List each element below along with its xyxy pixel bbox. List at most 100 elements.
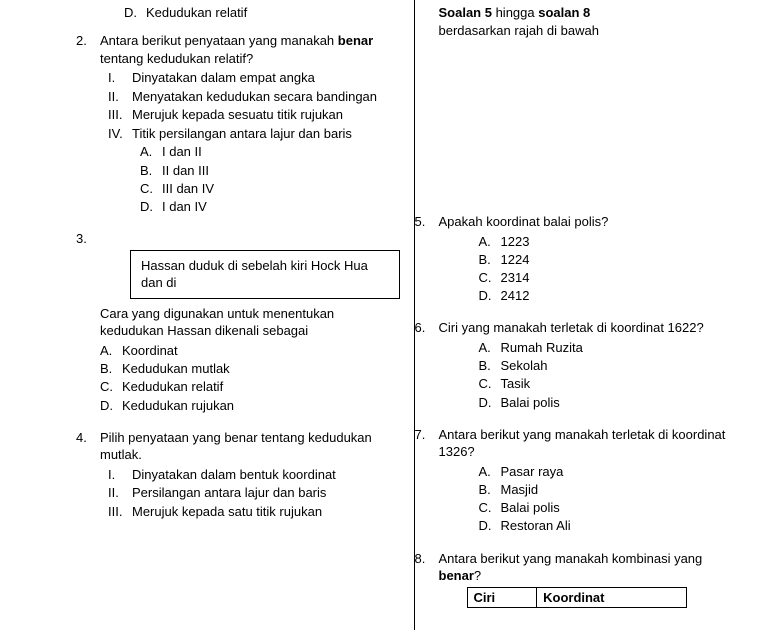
question-stem: 3. xyxy=(100,230,400,248)
option-text: Rumah Ruzita xyxy=(501,339,583,357)
question-stem: 6.Ciri yang manakah terletak di koordina… xyxy=(439,319,739,337)
option-text: Balai polis xyxy=(501,499,560,517)
option-list: A.1223 B.1224 C.2314 D.2412 xyxy=(479,233,739,306)
stem-text: Antara berikut yang manakah terletak di … xyxy=(439,427,726,460)
option-letter: A. xyxy=(479,339,501,357)
option-letter: A. xyxy=(479,233,501,251)
option-letter: C. xyxy=(100,378,122,396)
option-letter: A. xyxy=(100,342,122,360)
option: C.III dan IV xyxy=(140,180,400,198)
question-2: 2.Antara berikut penyataan yang manakah … xyxy=(100,32,400,216)
roman-text: Merujuk kepada sesuatu titik rujukan xyxy=(132,106,343,124)
stem-text: Pilih penyataan yang benar tentang kedud… xyxy=(100,430,372,463)
stem-text: ? xyxy=(474,568,481,583)
stem-text: Ciri yang manakah terletak di koordinat … xyxy=(439,320,704,335)
option: D. Kedudukan relatif xyxy=(124,4,400,22)
question-number: 6. xyxy=(415,319,439,337)
section-bold: soalan 8 xyxy=(538,5,590,20)
roman-numeral: III. xyxy=(108,503,132,521)
table-header: Ciri xyxy=(467,587,537,607)
roman-list: I.Dinyatakan dalam empat angka II.Menyat… xyxy=(108,69,400,142)
section-bold: Soalan 5 xyxy=(439,5,492,20)
table-header: Koordinat xyxy=(537,587,686,607)
stem-text: Cara yang digunakan untuk menentukan ked… xyxy=(100,305,400,340)
roman-item: I.Dinyatakan dalam bentuk koordinat xyxy=(108,466,400,484)
option-text: Kedudukan mutlak xyxy=(122,360,230,378)
roman-numeral: I. xyxy=(108,69,132,87)
option-list: A.Rumah Ruzita B.Sekolah C.Tasik D.Balai… xyxy=(479,339,739,412)
roman-numeral: II. xyxy=(108,484,132,502)
question-stem: 8.Antara berikut yang manakah kombinasi … xyxy=(439,550,739,585)
option-letter: B. xyxy=(479,357,501,375)
option-letter: D. xyxy=(124,4,146,22)
question-number: 8. xyxy=(415,550,439,568)
question-number: 7. xyxy=(415,426,439,444)
question-stem: 4.Pilih penyataan yang benar tentang ked… xyxy=(100,429,400,464)
question-stem: 7.Antara berikut yang manakah terletak d… xyxy=(439,426,739,461)
option-letter: D. xyxy=(140,198,162,216)
question-3: 3. Hassan duduk di sebelah kiri Hock Hua… xyxy=(100,230,400,414)
option-text: Pasar raya xyxy=(501,463,564,481)
option: A.Pasar raya xyxy=(479,463,739,481)
option-text: Balai polis xyxy=(501,394,560,412)
roman-item: I.Dinyatakan dalam empat angka xyxy=(108,69,400,87)
question-7: 7.Antara berikut yang manakah terletak d… xyxy=(439,426,739,536)
question-8: 8.Antara berikut yang manakah kombinasi … xyxy=(439,550,739,608)
option: D.2412 xyxy=(479,287,739,305)
left-column: D. Kedudukan relatif 2.Antara berikut pe… xyxy=(0,0,410,630)
option-text: III dan IV xyxy=(162,180,214,198)
section-heading: Soalan 5 hingga soalan 8 berdasarkan raj… xyxy=(439,4,739,39)
option-letter: D. xyxy=(100,397,122,415)
section-sub: berdasarkan rajah di bawah xyxy=(439,23,599,38)
page: D. Kedudukan relatif 2.Antara berikut pe… xyxy=(0,0,768,630)
option: C.Tasik xyxy=(479,375,739,393)
option-letter: B. xyxy=(140,162,162,180)
option-list: A.Koordinat B.Kedudukan mutlak C.Keduduk… xyxy=(100,342,400,415)
option-list: A.Pasar raya B.Masjid C.Balai polis D.Re… xyxy=(479,463,739,536)
option-text: Kedudukan relatif xyxy=(146,4,247,22)
option-text: 1224 xyxy=(501,251,530,269)
question-number: 5. xyxy=(415,213,439,231)
roman-numeral: II. xyxy=(108,88,132,106)
option-letter: C. xyxy=(479,269,501,287)
section-text: hingga xyxy=(492,5,538,20)
option-text: Koordinat xyxy=(122,342,178,360)
option: D.Kedudukan rujukan xyxy=(100,397,400,415)
option-letter: A. xyxy=(140,143,162,161)
question-stem: 5.Apakah koordinat balai polis? xyxy=(439,213,739,231)
option: A.1223 xyxy=(479,233,739,251)
option-text: 1223 xyxy=(501,233,530,251)
option-letter: D. xyxy=(479,394,501,412)
question-6: 6.Ciri yang manakah terletak di koordina… xyxy=(439,319,739,411)
stem-bold: benar xyxy=(439,568,474,583)
option-text: 2314 xyxy=(501,269,530,287)
option: C.2314 xyxy=(479,269,739,287)
option: B.Sekolah xyxy=(479,357,739,375)
option-text: 2412 xyxy=(501,287,530,305)
table-row: Ciri Koordinat xyxy=(467,587,686,607)
roman-numeral: IV. xyxy=(108,125,132,143)
roman-item: III.Merujuk kepada sesuatu titik rujukan xyxy=(108,106,400,124)
option-text: Kedudukan relatif xyxy=(122,378,223,396)
option: C.Kedudukan relatif xyxy=(100,378,400,396)
option-text: I dan II xyxy=(162,143,202,161)
option: D.Balai polis xyxy=(479,394,739,412)
roman-item: II.Persilangan antara lajur dan baris xyxy=(108,484,400,502)
roman-text: Merujuk kepada satu titik rujukan xyxy=(132,503,322,521)
roman-numeral: I. xyxy=(108,466,132,484)
option-text: Sekolah xyxy=(501,357,548,375)
roman-item: II.Menyatakan kedudukan secara bandingan xyxy=(108,88,400,106)
roman-text: Dinyatakan dalam bentuk koordinat xyxy=(132,466,336,484)
roman-item: III.Merujuk kepada satu titik rujukan xyxy=(108,503,400,521)
option-letter: D. xyxy=(479,517,501,535)
option: B.Masjid xyxy=(479,481,739,499)
q1-options-partial: D. Kedudukan relatif xyxy=(124,4,400,22)
boxed-text: Hassan duduk di sebelah kiri Hock Hua da… xyxy=(130,250,400,299)
option-list: A.I dan II B.II dan III C.III dan IV D.I… xyxy=(140,143,400,216)
diagram-spacer xyxy=(439,43,739,213)
option-text: Kedudukan rujukan xyxy=(122,397,234,415)
option: A.Rumah Ruzita xyxy=(479,339,739,357)
roman-text: Dinyatakan dalam empat angka xyxy=(132,69,315,87)
option-text: Masjid xyxy=(501,481,539,499)
column-divider xyxy=(414,0,415,630)
